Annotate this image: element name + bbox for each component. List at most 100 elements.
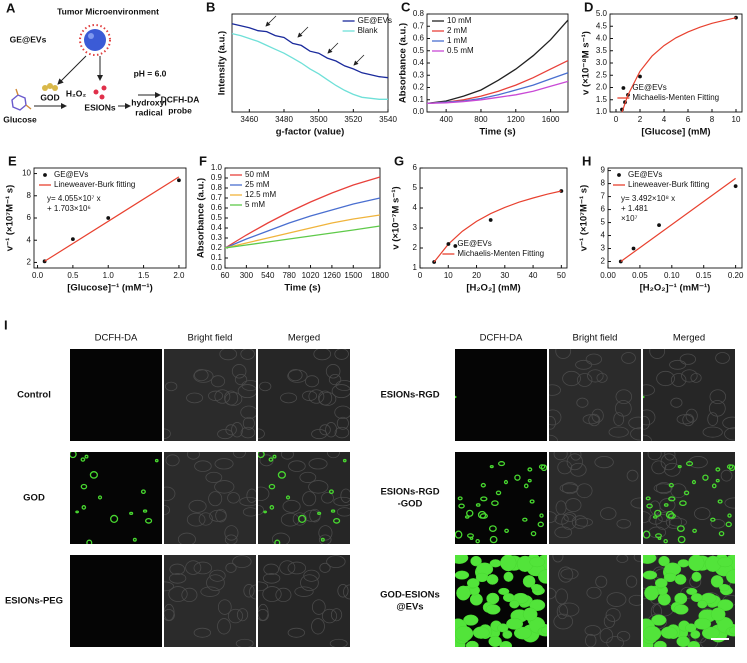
panel-label: B xyxy=(206,0,215,14)
x-tick-label: 30 xyxy=(500,271,509,280)
panel-label: G xyxy=(394,153,404,168)
fluorescent-cell xyxy=(717,556,733,568)
fluorescent-cell xyxy=(84,454,89,459)
cell-outline xyxy=(239,496,256,507)
cell-outline xyxy=(188,499,207,513)
cell-outline xyxy=(682,413,695,427)
fluorescent-cell xyxy=(679,500,687,507)
cell-outline xyxy=(187,452,200,460)
ph-label: pH = 6.0 xyxy=(134,68,167,78)
data-point xyxy=(106,216,111,220)
cell-outline xyxy=(561,514,577,530)
radical-label: radical xyxy=(135,107,162,117)
fluorescent-cell xyxy=(110,514,119,523)
panel-label: F xyxy=(199,153,207,168)
equation-label: y= 3.492×10⁸ x xyxy=(621,194,675,203)
legend-label: 1 mM xyxy=(447,36,467,45)
x-tick-label: 6 xyxy=(686,115,691,124)
y-tick-label: 5 xyxy=(601,218,606,227)
fluorescent-cell xyxy=(333,517,341,524)
fluorescent-cell xyxy=(668,496,676,502)
cell-outline xyxy=(720,469,733,482)
cell-outline xyxy=(335,380,350,391)
cell-outline xyxy=(208,390,224,401)
cell-outline xyxy=(670,373,687,387)
y-tick-label: 6 xyxy=(27,213,32,222)
x-tick-label: 0 xyxy=(418,271,423,280)
cell-outline xyxy=(303,569,320,582)
radical-label: hydroxyl xyxy=(131,97,166,107)
legend-label: Lineweaver-Burk fitting xyxy=(628,180,709,189)
cell-outline xyxy=(325,364,341,379)
schematic-title: Tumor Microenvironment xyxy=(57,6,159,16)
fluorescent-cell xyxy=(269,505,275,510)
fluorescent-cell xyxy=(653,640,667,647)
fluorescent-cell xyxy=(268,457,274,462)
fluorescent-cell xyxy=(727,513,732,518)
fluorescent-cell xyxy=(509,599,520,609)
x-tick-label: 1500 xyxy=(344,271,362,280)
fluorescent-cell xyxy=(715,467,721,472)
fluorescent-cell xyxy=(522,607,538,622)
cell-outline xyxy=(288,460,306,472)
y-tick-label: 2.5 xyxy=(596,70,608,79)
fluorescent-cell xyxy=(328,489,334,495)
cell-outline xyxy=(258,581,269,592)
fluorescent-cell xyxy=(715,478,720,483)
fluorescent-cell xyxy=(504,528,509,533)
cell-outline xyxy=(164,608,175,622)
arrow xyxy=(57,55,87,85)
micrograph xyxy=(455,349,547,441)
y-tick-label: 8 xyxy=(27,191,32,200)
cell-outline xyxy=(231,364,247,379)
cell-outline xyxy=(232,555,252,568)
micrograph xyxy=(70,349,162,441)
y-tick-label: 0.2 xyxy=(211,243,223,252)
cell-outline xyxy=(616,630,631,642)
fluorescent-cell xyxy=(710,607,726,622)
legend-label: GE@EVs xyxy=(628,170,662,179)
row-label: @EVs xyxy=(396,602,423,613)
cell-outline xyxy=(694,507,711,520)
cell-outline xyxy=(237,384,256,399)
cell-outline xyxy=(164,486,176,501)
fluorescent-cell xyxy=(470,555,482,567)
cell-outline xyxy=(562,370,581,387)
cell-outline xyxy=(318,525,333,541)
x-tick-label: 3480 xyxy=(275,115,293,124)
data-point xyxy=(733,184,738,189)
cell-outline xyxy=(560,568,579,580)
fluorescent-cell xyxy=(690,593,703,603)
x-tick-label: 1.0 xyxy=(103,271,115,280)
image-background xyxy=(455,452,547,544)
micrograph xyxy=(643,555,735,647)
x-tick-label: 780 xyxy=(282,271,296,280)
cell-outline xyxy=(664,462,681,477)
x-tick-label: 2 xyxy=(638,115,643,124)
x-tick-label: 8 xyxy=(710,115,715,124)
fluorescent-cell xyxy=(70,452,77,459)
cell-outline xyxy=(555,349,572,359)
fluorescent-cell xyxy=(691,479,697,485)
fluorescent-cell xyxy=(502,593,515,603)
cell-outline xyxy=(292,512,307,526)
legend-label: GE@EVs xyxy=(632,83,666,92)
fluorescent-cell xyxy=(657,593,671,606)
y-axis-label: Absorbance (a.u.) xyxy=(196,178,207,258)
cell-outline xyxy=(630,427,641,441)
cell-outline xyxy=(219,349,238,361)
cell-outline xyxy=(558,566,574,583)
cell-outline xyxy=(308,458,328,470)
fluorescent-cell xyxy=(464,515,470,519)
x-axis-label: [Glucose] (mM) xyxy=(641,127,710,138)
cell-outline xyxy=(621,352,636,364)
fluorescent-cell xyxy=(455,625,474,642)
cell-outline xyxy=(280,392,298,404)
x-axis-label: [Glucose]⁻¹ (mM⁻¹) xyxy=(67,283,153,294)
fluorescent-cell xyxy=(538,464,546,470)
x-tick-label: 20 xyxy=(472,271,481,280)
fluorescent-cell xyxy=(527,478,532,483)
cell-outline xyxy=(337,584,349,598)
fluorescent-cell xyxy=(668,482,674,488)
x-tick-label: 0.10 xyxy=(664,271,680,280)
